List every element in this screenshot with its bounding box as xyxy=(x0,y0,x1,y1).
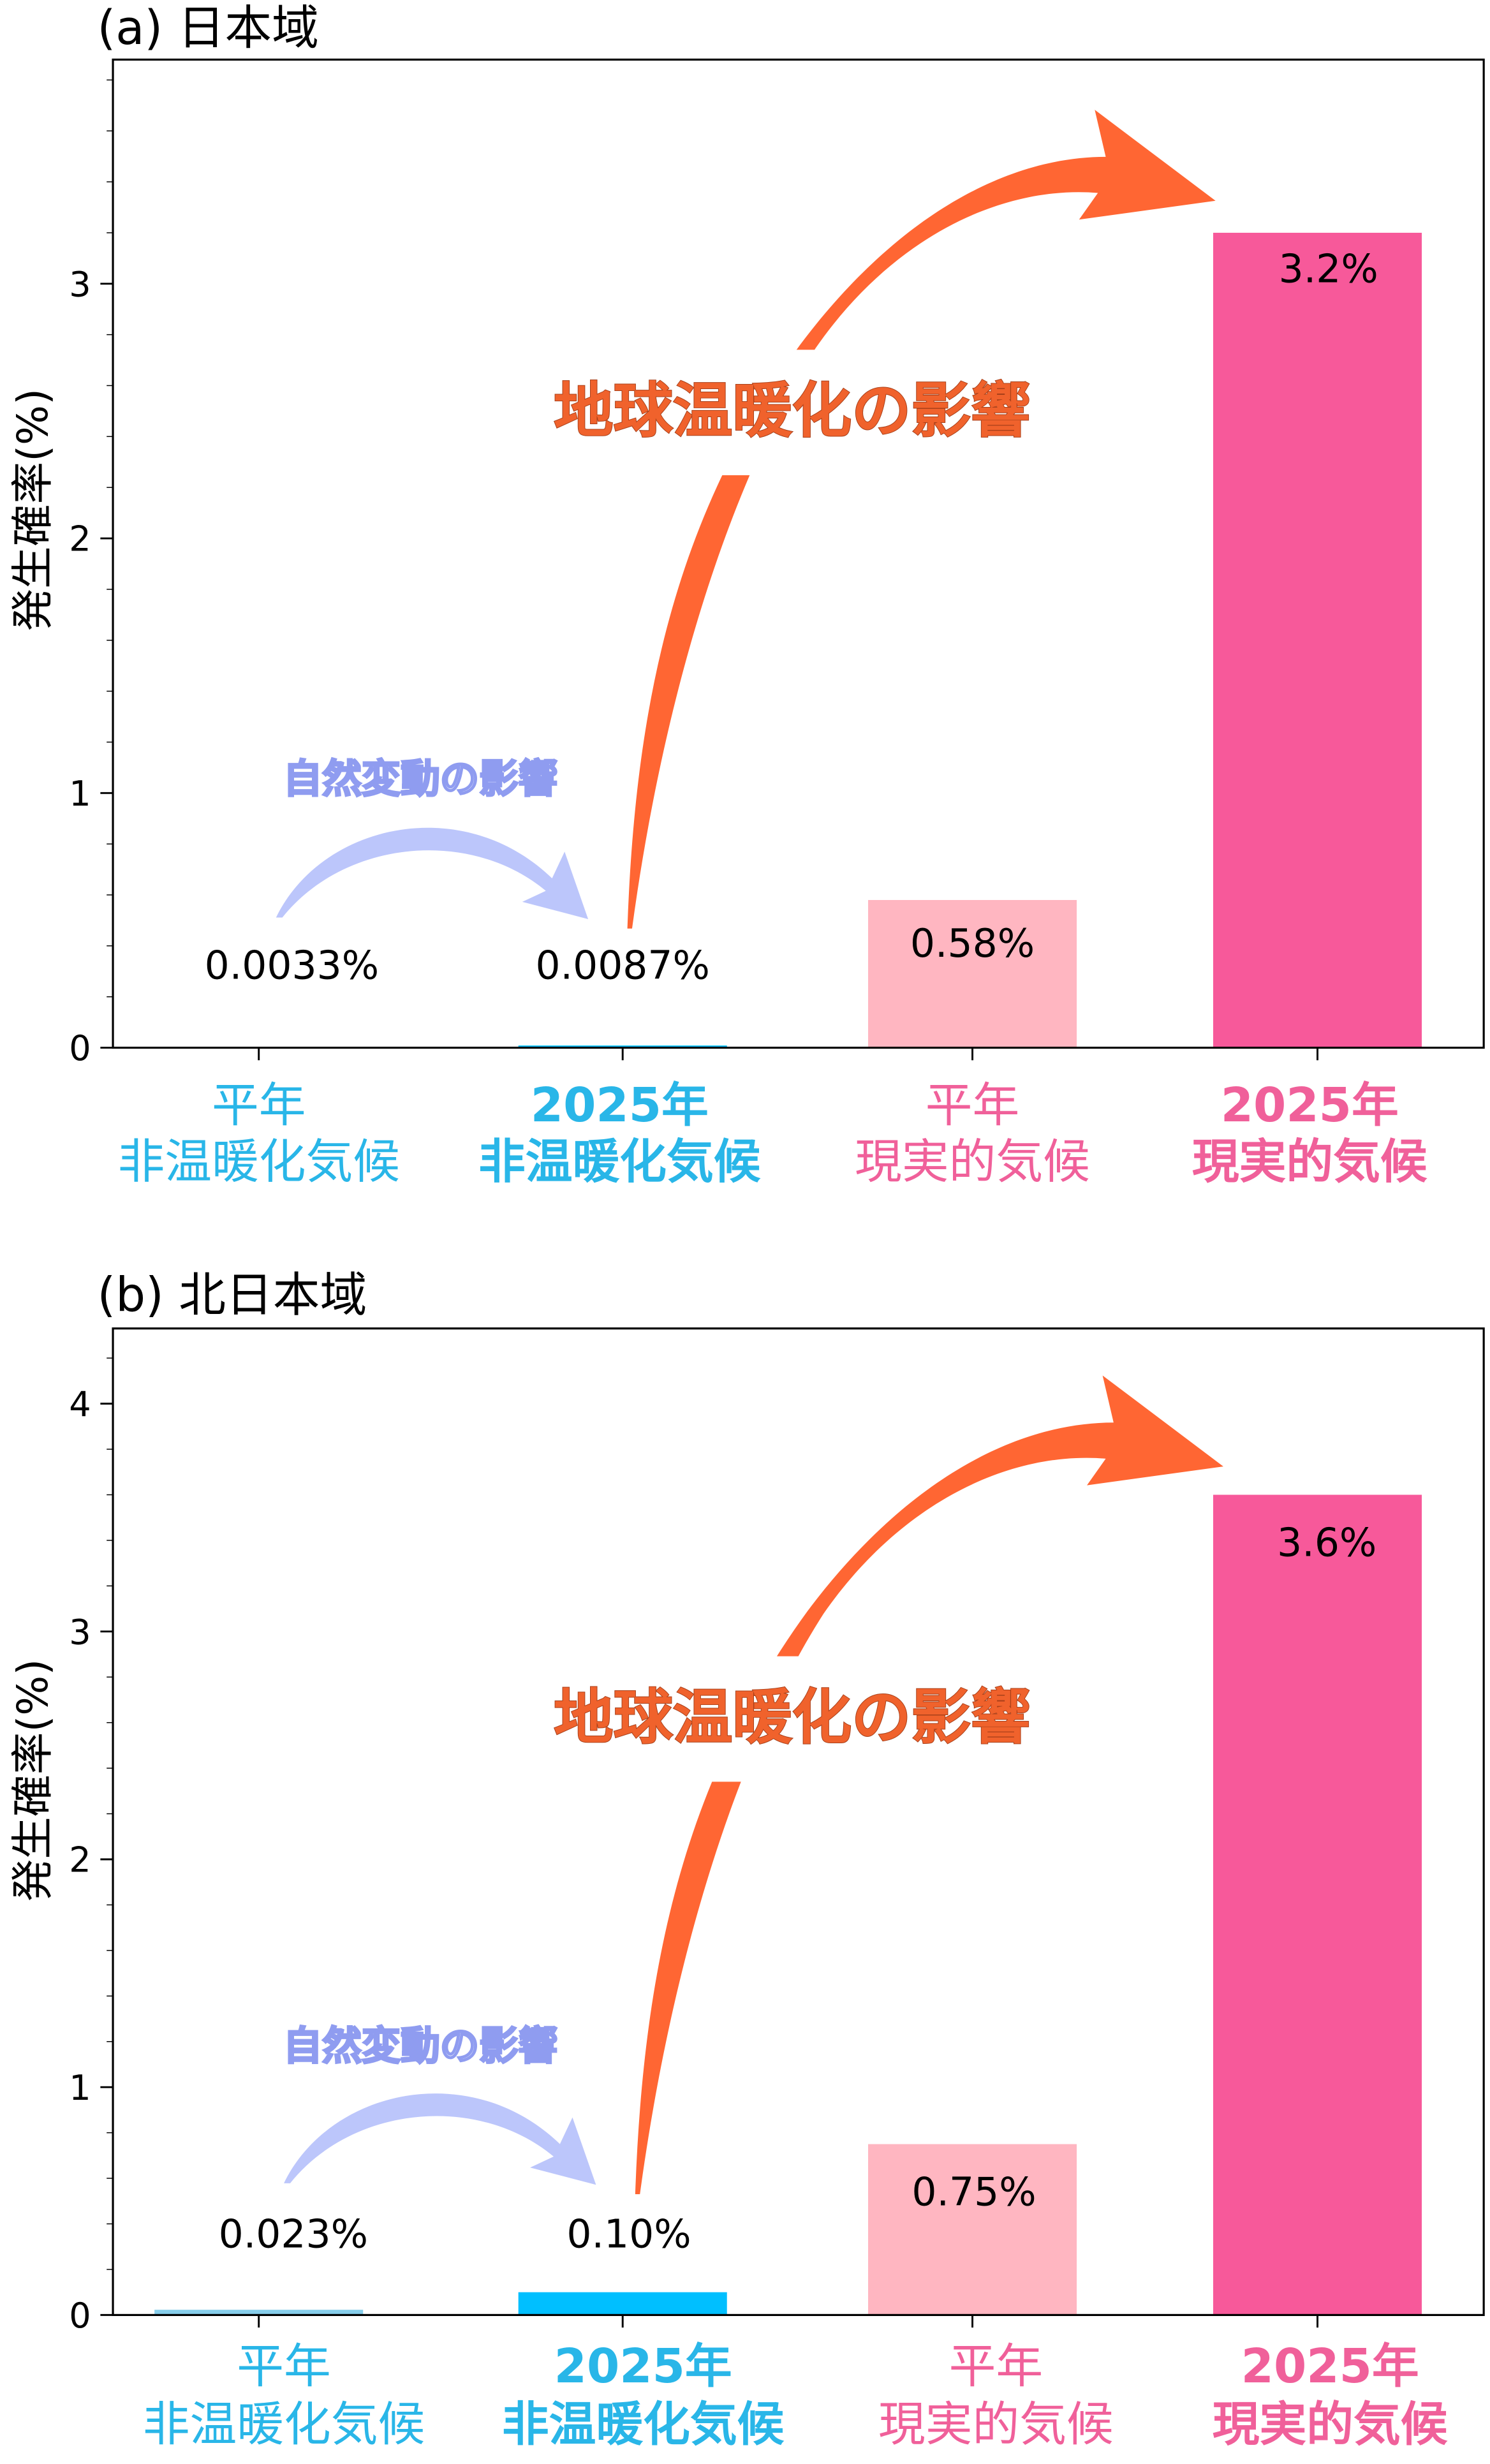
bar-1 xyxy=(154,2310,364,2315)
warming-annotation: 地球温暖化の影響 xyxy=(554,1683,1030,1753)
bar-4 xyxy=(1213,232,1422,1048)
x-tick-label-line1: 平年 xyxy=(237,2340,331,2394)
y-tick-label: 4 xyxy=(69,1384,91,1424)
x-tick-label-line2: 非温暖化気候 xyxy=(502,2398,785,2452)
natural-variability-arrow-icon xyxy=(284,2093,596,2185)
y-tick-label: 1 xyxy=(69,774,91,814)
x-tick-label-line1: 2025年 xyxy=(1221,1079,1399,1133)
arrows xyxy=(284,1375,1223,2195)
data-label: 3.6% xyxy=(1277,1520,1376,1565)
x-tick-label-line1: 平年 xyxy=(212,1079,306,1133)
x-tick-label-line1: 平年 xyxy=(926,1079,1020,1133)
y-tick-label: 2 xyxy=(69,1840,91,1880)
warming-arrow-icon xyxy=(627,110,1216,929)
y-tick-label: 1 xyxy=(69,2068,91,2108)
annotation-background xyxy=(517,1656,1067,1782)
bar-4 xyxy=(1213,1494,1422,2315)
bar-2 xyxy=(518,2292,727,2315)
x-tick-label-line2: 現実的気候 xyxy=(1192,1135,1427,1190)
x-tick-label-line2: 現実的気候 xyxy=(855,1135,1090,1190)
data-label: 3.2% xyxy=(1279,247,1378,292)
arrows xyxy=(276,110,1216,929)
bar-3 xyxy=(868,2144,1077,2315)
warming-annotation: 地球温暖化の影響 xyxy=(554,376,1030,446)
x-tick-label-line2: 非温暖化気候 xyxy=(143,2398,425,2452)
x-tick-label-line1: 2025年 xyxy=(531,1079,709,1133)
chart-title: (b) 北日本域 xyxy=(97,1269,367,1323)
bar-3 xyxy=(868,900,1077,1048)
data-label: 0.0087% xyxy=(535,943,709,988)
y-axis-label: 発生確率(%) xyxy=(8,1659,57,1901)
data-label: 0.75% xyxy=(911,2169,1036,2215)
y-axis-label: 発生確率(%) xyxy=(8,388,57,631)
natural-variability-annotation: 自然変動の影響 xyxy=(283,2024,557,2069)
annotation-background xyxy=(517,350,1067,476)
bar-2 xyxy=(518,1045,727,1048)
y-tick-label: 2 xyxy=(69,519,91,559)
chart-title: (a) 日本域 xyxy=(97,1,318,55)
x-tick-label-line2: 現実的気候 xyxy=(1213,2398,1448,2452)
data-label: 0.023% xyxy=(219,2212,368,2257)
y-tick-label: 0 xyxy=(69,2296,91,2336)
x-tick-label-line2: 非温暖化気候 xyxy=(117,1135,400,1190)
x-tick-label-line1: 2025年 xyxy=(554,2340,732,2394)
x-tick-label-line2: 非温暖化気候 xyxy=(478,1135,761,1190)
x-tick-label-line2: 現実的気候 xyxy=(878,2398,1114,2452)
y-tick-label: 0 xyxy=(69,1028,91,1068)
natural-variability-arrow-icon xyxy=(276,827,589,919)
warming-arrow-icon xyxy=(635,1375,1223,2195)
data-label: 0.58% xyxy=(910,921,1035,966)
plot-area-frame xyxy=(112,58,1485,1049)
natural-variability-annotation: 自然変動の影響 xyxy=(283,756,557,802)
x-tick-label-line1: 平年 xyxy=(949,2340,1044,2394)
plot-area-frame xyxy=(112,1327,1485,2316)
data-label: 0.0033% xyxy=(205,943,380,988)
y-tick-label: 3 xyxy=(69,264,91,304)
x-tick-label-line1: 2025年 xyxy=(1241,2340,1419,2394)
y-tick-label: 3 xyxy=(69,1612,91,1652)
data-label: 0.10% xyxy=(566,2212,691,2257)
